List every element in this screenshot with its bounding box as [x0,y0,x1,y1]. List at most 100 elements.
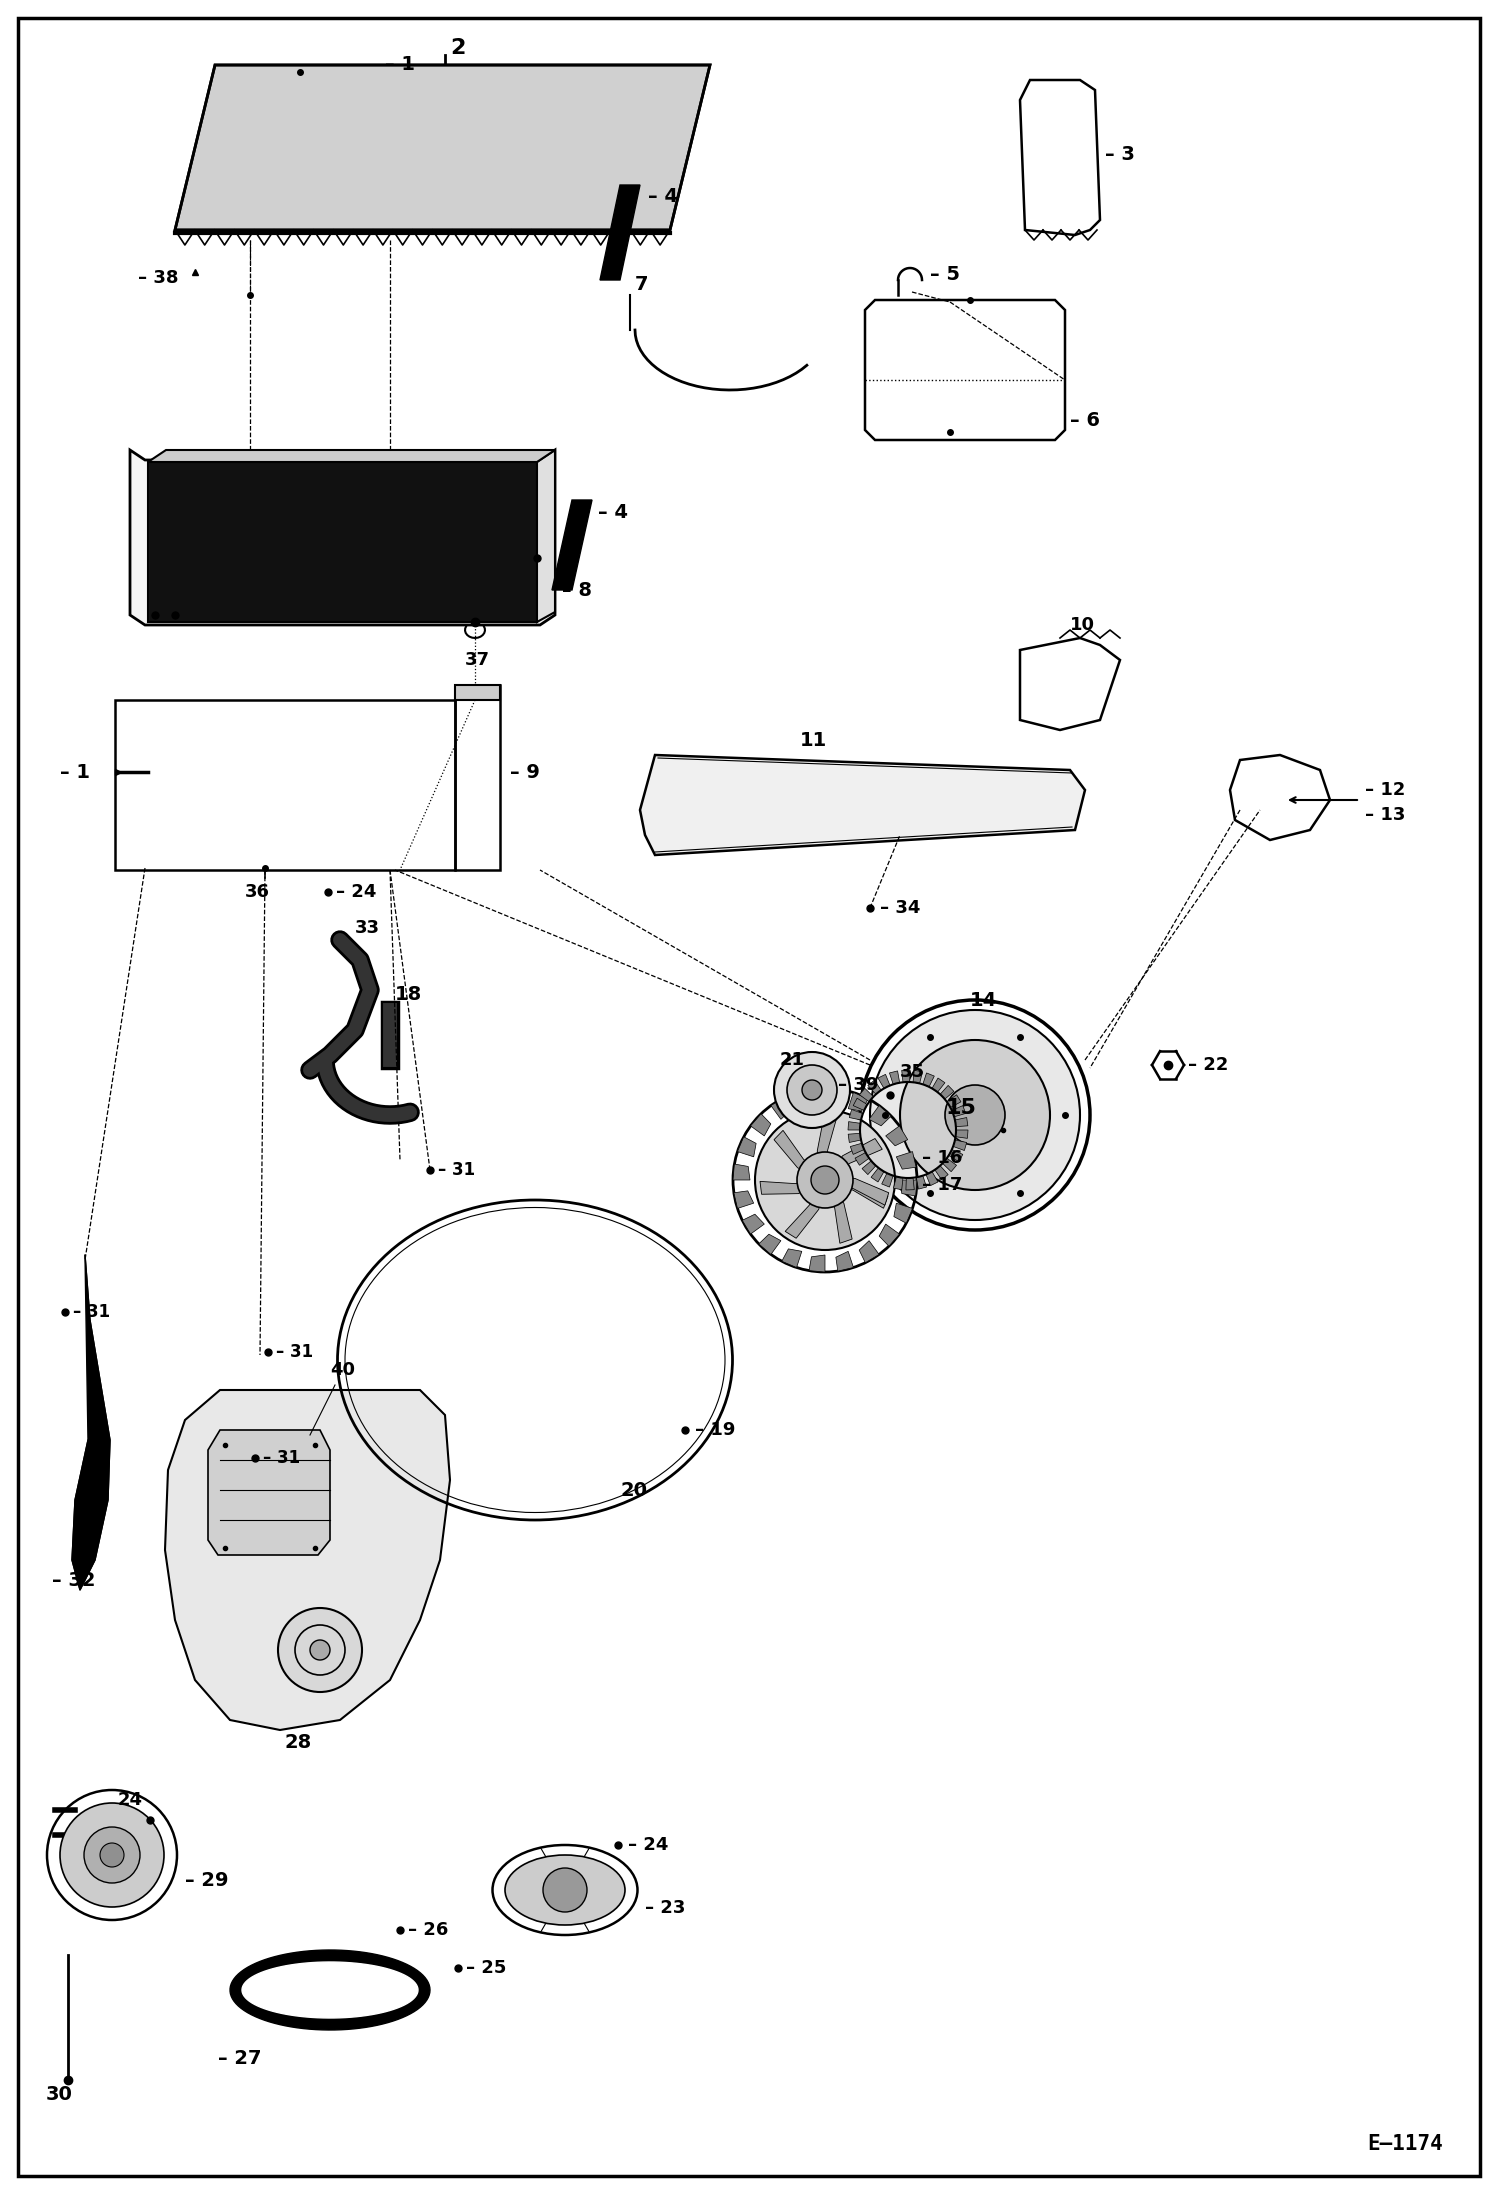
Polygon shape [743,1213,764,1233]
Text: 30: 30 [46,2086,73,2104]
Polygon shape [941,1086,954,1099]
Text: – 31: – 31 [73,1303,111,1321]
Polygon shape [923,1073,935,1086]
Circle shape [900,1040,1050,1189]
Polygon shape [935,1165,948,1180]
Circle shape [310,1639,330,1661]
Polygon shape [455,685,500,700]
Circle shape [810,1165,839,1194]
Polygon shape [893,1176,903,1189]
Polygon shape [912,1071,923,1084]
Text: – 31: – 31 [437,1161,475,1178]
Text: – 31: – 31 [264,1448,300,1468]
Polygon shape [818,1115,837,1180]
Text: 18: 18 [395,985,422,1005]
Polygon shape [849,1110,863,1119]
Text: 14: 14 [971,989,998,1009]
Text: 21: 21 [780,1051,804,1068]
Polygon shape [809,1255,825,1273]
Polygon shape [72,1255,109,1591]
Polygon shape [836,1251,854,1270]
Polygon shape [860,1240,879,1264]
Polygon shape [148,463,536,623]
Polygon shape [601,184,640,281]
Polygon shape [148,450,554,463]
Polygon shape [867,1079,881,1095]
Polygon shape [536,450,554,623]
Polygon shape [869,1106,891,1126]
Circle shape [60,1803,163,1907]
Polygon shape [855,1152,869,1165]
Polygon shape [737,1136,756,1156]
Circle shape [542,1867,587,1911]
Polygon shape [900,1180,917,1196]
Polygon shape [953,1141,966,1150]
Text: 11: 11 [800,731,827,750]
Polygon shape [906,1178,914,1189]
Text: – 23: – 23 [646,1900,686,1918]
Text: 20: 20 [620,1481,647,1499]
Ellipse shape [505,1854,625,1924]
Text: – 27: – 27 [219,2049,262,2067]
Circle shape [786,1064,837,1115]
Text: – 1: – 1 [60,764,90,781]
Polygon shape [640,755,1085,856]
Polygon shape [771,1097,791,1119]
Polygon shape [734,1191,753,1209]
Text: – 29: – 29 [184,1871,229,1889]
Text: E–1174: E–1174 [1368,2135,1443,2155]
Text: – 38: – 38 [138,270,178,287]
Text: 36: 36 [246,882,270,902]
Polygon shape [902,1071,911,1082]
Text: – 17: – 17 [921,1176,962,1194]
Polygon shape [956,1130,968,1139]
Polygon shape [890,1071,900,1084]
Polygon shape [861,1161,876,1174]
Text: 15: 15 [945,1097,975,1119]
Polygon shape [759,1180,825,1194]
Text: 2: 2 [449,37,466,57]
Circle shape [801,1079,822,1099]
Polygon shape [797,1088,813,1108]
Polygon shape [165,1391,449,1731]
Text: – 6: – 6 [1070,410,1100,430]
Polygon shape [932,1077,945,1093]
Polygon shape [879,1224,899,1246]
Circle shape [755,1110,894,1251]
Polygon shape [926,1172,938,1185]
Polygon shape [942,1158,957,1172]
Circle shape [84,1828,139,1882]
Text: 37: 37 [464,652,490,669]
Polygon shape [774,1130,825,1180]
Polygon shape [825,1088,840,1106]
Text: – 19: – 19 [695,1422,736,1439]
Text: 24: 24 [118,1790,142,1810]
Polygon shape [750,1115,771,1136]
Text: – 13: – 13 [1365,805,1405,825]
Text: – 16: – 16 [921,1150,962,1167]
Text: 33: 33 [355,919,380,937]
Text: – 4: – 4 [649,186,679,206]
Polygon shape [896,1152,917,1169]
Text: – 24: – 24 [336,882,376,902]
Polygon shape [848,1134,861,1143]
Polygon shape [175,66,710,230]
Text: – 1: – 1 [385,55,415,75]
Polygon shape [825,1180,888,1209]
Polygon shape [882,1174,893,1187]
Polygon shape [885,1126,908,1145]
Text: – 31: – 31 [276,1343,313,1360]
Polygon shape [860,1088,873,1101]
Text: – 24: – 24 [628,1836,668,1854]
Polygon shape [825,1180,852,1244]
Polygon shape [878,1075,890,1088]
Polygon shape [947,1095,962,1108]
Polygon shape [948,1150,963,1163]
Polygon shape [208,1430,330,1556]
Text: – 25: – 25 [466,1959,506,1977]
Text: 35: 35 [900,1064,924,1082]
Circle shape [945,1086,1005,1145]
Text: 40: 40 [330,1360,355,1380]
Text: – 4: – 4 [598,502,628,522]
Polygon shape [825,1178,888,1205]
